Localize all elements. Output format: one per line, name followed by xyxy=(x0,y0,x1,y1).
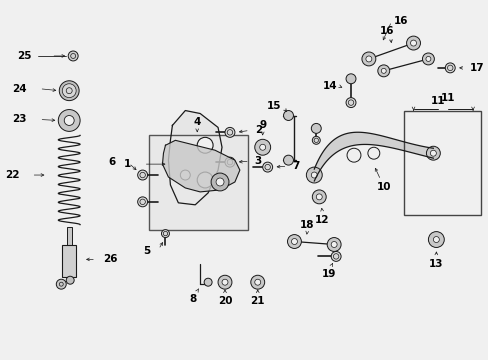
Text: 25: 25 xyxy=(17,51,31,61)
Circle shape xyxy=(283,155,293,165)
Circle shape xyxy=(259,144,265,150)
Text: 2: 2 xyxy=(254,125,262,135)
Circle shape xyxy=(56,279,66,289)
Circle shape xyxy=(291,239,297,244)
Text: 16: 16 xyxy=(379,26,393,36)
Text: 24: 24 xyxy=(12,84,26,94)
Circle shape xyxy=(66,276,74,284)
Bar xyxy=(62,246,76,277)
Text: 13: 13 xyxy=(428,260,443,269)
Text: 21: 21 xyxy=(250,296,264,306)
Circle shape xyxy=(406,36,420,50)
Circle shape xyxy=(138,197,147,207)
Text: 1: 1 xyxy=(123,159,130,169)
Circle shape xyxy=(62,84,76,98)
Circle shape xyxy=(254,139,270,155)
Bar xyxy=(148,135,247,230)
Circle shape xyxy=(203,278,212,286)
Circle shape xyxy=(138,170,147,180)
Circle shape xyxy=(197,137,213,153)
Circle shape xyxy=(311,172,317,178)
Polygon shape xyxy=(314,132,432,181)
Text: 18: 18 xyxy=(300,220,314,230)
Text: 26: 26 xyxy=(103,255,117,264)
Text: 3: 3 xyxy=(254,156,262,166)
Circle shape xyxy=(365,56,371,62)
Circle shape xyxy=(377,65,389,77)
Circle shape xyxy=(326,238,341,251)
Text: 8: 8 xyxy=(189,294,197,304)
Text: 16: 16 xyxy=(393,16,407,26)
Circle shape xyxy=(68,51,78,61)
Circle shape xyxy=(211,173,228,191)
Text: 15: 15 xyxy=(266,100,281,111)
Circle shape xyxy=(222,279,227,285)
Text: 10: 10 xyxy=(376,182,390,192)
Bar xyxy=(66,227,72,251)
Circle shape xyxy=(311,123,321,133)
Circle shape xyxy=(306,167,322,183)
Text: 5: 5 xyxy=(143,247,150,256)
Circle shape xyxy=(432,237,438,243)
Text: 23: 23 xyxy=(12,114,26,125)
Circle shape xyxy=(262,162,272,172)
Circle shape xyxy=(287,235,301,248)
Circle shape xyxy=(381,68,386,73)
Text: 9: 9 xyxy=(259,120,266,130)
Circle shape xyxy=(283,111,293,121)
Circle shape xyxy=(180,170,190,180)
Circle shape xyxy=(425,57,430,62)
Circle shape xyxy=(312,136,320,144)
Circle shape xyxy=(367,147,379,159)
Circle shape xyxy=(197,172,213,188)
Text: 14: 14 xyxy=(322,81,336,91)
Circle shape xyxy=(410,40,416,46)
Polygon shape xyxy=(162,140,240,192)
Circle shape xyxy=(161,230,169,238)
Circle shape xyxy=(422,53,433,65)
Polygon shape xyxy=(168,111,222,205)
Circle shape xyxy=(64,116,74,125)
Text: 19: 19 xyxy=(321,269,336,279)
Circle shape xyxy=(361,52,375,66)
Circle shape xyxy=(426,146,439,160)
Text: 22: 22 xyxy=(5,170,20,180)
Circle shape xyxy=(330,251,341,261)
Circle shape xyxy=(216,178,224,186)
Text: 4: 4 xyxy=(193,117,201,127)
Circle shape xyxy=(312,190,325,204)
Text: 11: 11 xyxy=(430,95,445,105)
Text: 12: 12 xyxy=(314,215,329,225)
Circle shape xyxy=(346,98,355,108)
Circle shape xyxy=(316,194,322,200)
Circle shape xyxy=(429,150,435,156)
Circle shape xyxy=(58,109,80,131)
Circle shape xyxy=(427,231,444,247)
Circle shape xyxy=(254,279,260,285)
Circle shape xyxy=(59,81,79,100)
Text: 17: 17 xyxy=(469,63,484,73)
Circle shape xyxy=(218,275,231,289)
Bar xyxy=(403,111,480,215)
Circle shape xyxy=(250,275,264,289)
Circle shape xyxy=(346,148,360,162)
Circle shape xyxy=(330,242,336,247)
Circle shape xyxy=(346,74,355,84)
Circle shape xyxy=(224,127,234,137)
Text: 7: 7 xyxy=(292,161,299,171)
Text: 6: 6 xyxy=(108,157,116,167)
Text: 20: 20 xyxy=(217,296,232,306)
Circle shape xyxy=(224,157,234,167)
Circle shape xyxy=(445,63,454,73)
Text: 11: 11 xyxy=(440,93,455,103)
